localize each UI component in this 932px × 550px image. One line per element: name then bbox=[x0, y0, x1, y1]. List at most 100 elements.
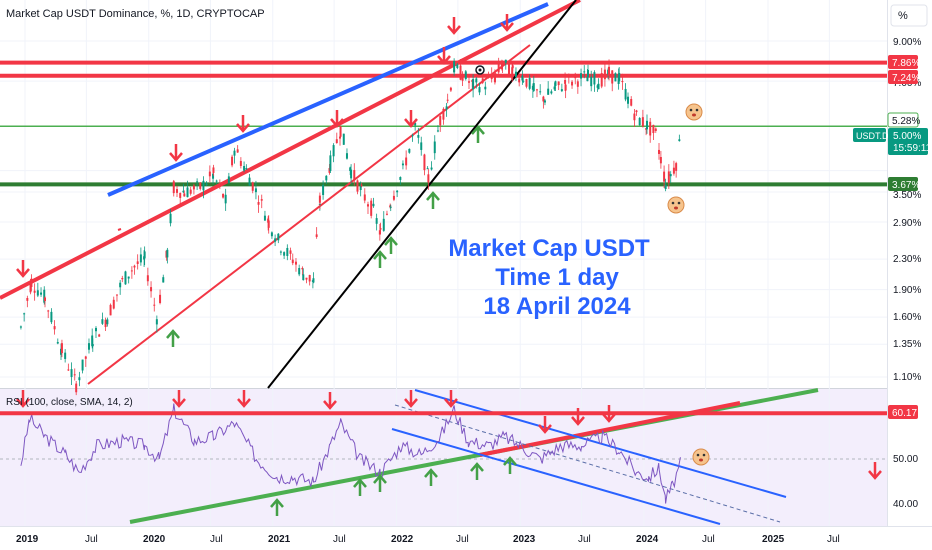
candle-body bbox=[521, 75, 524, 81]
candle-body bbox=[449, 87, 452, 91]
candle-body bbox=[169, 213, 172, 224]
candle-body bbox=[467, 81, 470, 83]
candle-body bbox=[600, 73, 603, 87]
candle-body bbox=[514, 71, 517, 78]
candle-body bbox=[133, 265, 136, 268]
black-trendline bbox=[267, 0, 577, 389]
candle-body bbox=[215, 180, 218, 182]
candle-body bbox=[208, 171, 211, 177]
emoji-eye bbox=[677, 201, 681, 205]
annotation-line-1: Market Cap USDT bbox=[448, 235, 650, 262]
candle-body bbox=[375, 218, 378, 224]
candle-body bbox=[554, 81, 557, 86]
candle-body bbox=[353, 170, 356, 181]
time-label: 2020 bbox=[143, 534, 166, 545]
candle-body bbox=[535, 89, 538, 91]
down-arrow-head bbox=[437, 55, 451, 65]
down-arrow-head bbox=[172, 398, 186, 408]
candle-body bbox=[260, 199, 263, 201]
candle-body bbox=[464, 71, 467, 80]
down-arrow-head bbox=[404, 398, 418, 408]
candle-body bbox=[335, 139, 338, 144]
candle-body bbox=[315, 234, 318, 237]
candle-body bbox=[564, 84, 567, 91]
candle-body bbox=[405, 157, 408, 166]
candle-body bbox=[627, 96, 630, 104]
price-tick: 1.60% bbox=[893, 312, 921, 323]
candle-body bbox=[263, 215, 266, 221]
candle-body bbox=[91, 344, 94, 347]
candle-body bbox=[571, 81, 574, 86]
candle-body bbox=[182, 190, 185, 193]
down-arrow-head bbox=[323, 400, 337, 410]
time-label: Jul bbox=[85, 534, 98, 545]
candle-body bbox=[283, 252, 286, 256]
candle-body bbox=[433, 141, 436, 154]
candle-body bbox=[40, 292, 43, 295]
unit-button[interactable] bbox=[890, 4, 928, 27]
candle-body bbox=[212, 167, 215, 173]
symbol-badge bbox=[853, 128, 886, 142]
candle-body bbox=[532, 83, 535, 91]
candle-body bbox=[678, 139, 681, 142]
up-arrow-head bbox=[166, 329, 180, 339]
candle-body bbox=[243, 166, 246, 171]
candle-body bbox=[305, 277, 308, 280]
time-label: Jul bbox=[578, 534, 591, 545]
candle-body bbox=[98, 334, 101, 337]
down-arrow-head bbox=[868, 470, 882, 480]
candle-body bbox=[366, 204, 369, 207]
candle-body bbox=[325, 175, 328, 181]
time-label: Jul bbox=[210, 534, 223, 545]
candle-body bbox=[172, 181, 175, 187]
candle-body bbox=[359, 186, 362, 191]
price-tick: 1.10% bbox=[893, 372, 921, 383]
candle-body bbox=[542, 96, 545, 102]
countdown-label: 15:59:11 bbox=[893, 143, 932, 154]
candle-body bbox=[667, 171, 670, 183]
candle-body bbox=[414, 122, 417, 126]
candle-body bbox=[453, 61, 456, 73]
candle-body bbox=[621, 80, 624, 83]
candle-body bbox=[78, 377, 81, 381]
candle-body bbox=[630, 99, 633, 106]
price-tick: 1.90% bbox=[893, 285, 921, 296]
candle-body bbox=[36, 290, 39, 296]
down-arrow-head bbox=[16, 268, 30, 278]
candle-body bbox=[332, 145, 335, 157]
candle-body bbox=[408, 148, 411, 153]
candle-body bbox=[664, 184, 667, 190]
candle-body bbox=[53, 326, 56, 330]
candle-body bbox=[26, 297, 29, 301]
candle-body bbox=[442, 108, 445, 120]
candle-body bbox=[349, 167, 352, 171]
candle-body bbox=[490, 73, 493, 80]
candle-body bbox=[614, 73, 617, 82]
candle-body bbox=[112, 299, 115, 309]
candle-body bbox=[339, 126, 342, 137]
candle-body bbox=[248, 177, 251, 186]
candle-body bbox=[597, 83, 600, 90]
candle-body bbox=[267, 220, 270, 228]
blue-trendline bbox=[107, 2, 549, 197]
candle-body bbox=[539, 91, 542, 93]
candle-body bbox=[580, 73, 583, 79]
emoji-eye bbox=[696, 453, 700, 457]
candle-body bbox=[81, 359, 84, 371]
candle-body bbox=[360, 184, 363, 186]
level-badge-5-28 bbox=[887, 112, 919, 128]
candle-body bbox=[143, 251, 146, 259]
candle-body bbox=[649, 121, 652, 136]
candle-body bbox=[372, 203, 375, 207]
candle-body bbox=[291, 259, 294, 264]
candle-body bbox=[487, 77, 490, 79]
time-label: 2025 bbox=[762, 534, 785, 545]
candle-body bbox=[500, 63, 503, 70]
down-arrow-head bbox=[444, 398, 458, 408]
candle-body bbox=[251, 182, 254, 191]
candle-body bbox=[286, 247, 289, 256]
candle-body bbox=[218, 183, 221, 185]
candle-body bbox=[484, 86, 487, 90]
down-arrow-head bbox=[571, 416, 585, 426]
candle-body bbox=[461, 75, 464, 81]
